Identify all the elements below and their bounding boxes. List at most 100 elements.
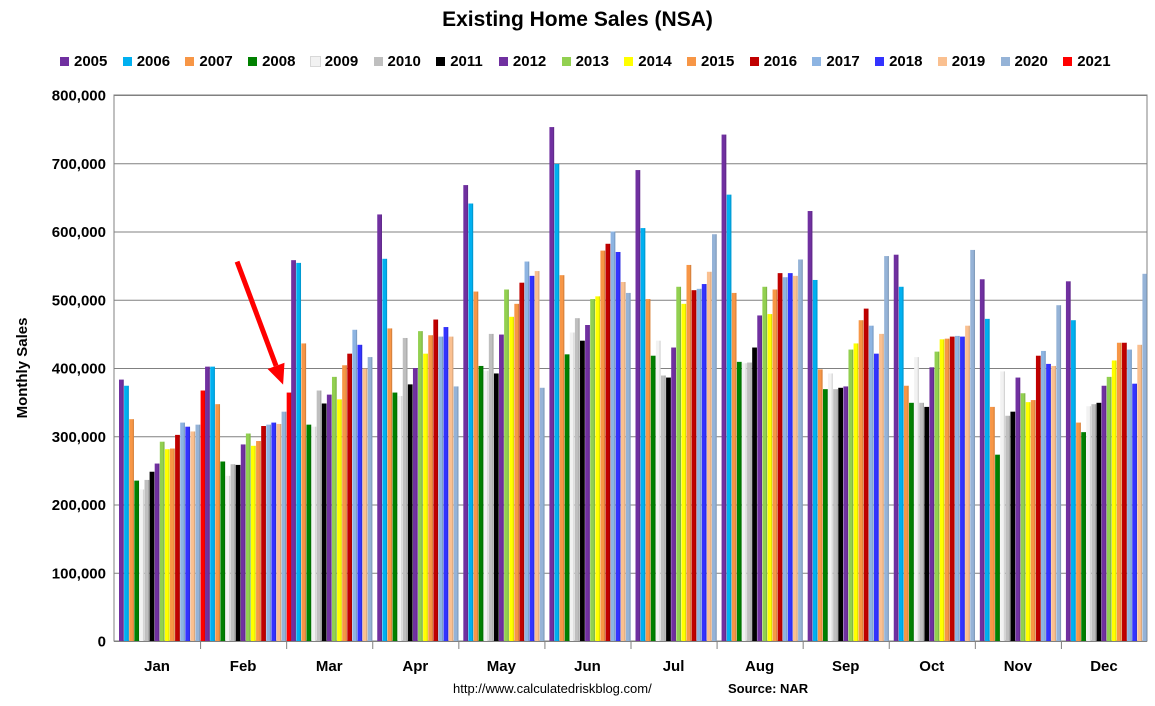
legend-item-2013: 2013 xyxy=(561,50,609,72)
bar-2009-Jun xyxy=(569,332,575,641)
bar-shade xyxy=(168,449,170,641)
bar-2019-Jul xyxy=(706,271,712,641)
bar-2019-Feb xyxy=(276,423,282,641)
legend-swatch xyxy=(373,56,383,66)
legend-item-2008: 2008 xyxy=(248,50,295,72)
bar-shade xyxy=(1115,360,1117,641)
bar-shade xyxy=(760,315,763,641)
bar-shade xyxy=(938,351,940,641)
bar-shade xyxy=(750,362,752,641)
bar-shade xyxy=(122,379,124,641)
legend-label: 2021 xyxy=(1077,52,1111,70)
bar-shade xyxy=(953,336,955,641)
bar-2018-Feb xyxy=(271,422,277,641)
x-tick-label: Dec xyxy=(1090,658,1118,675)
bar-2014-Dec xyxy=(1111,360,1117,641)
bar-2014-Nov xyxy=(1025,402,1031,642)
bar-shade xyxy=(639,170,641,641)
bar-shade xyxy=(679,286,682,641)
bar-2018-Sep xyxy=(873,353,879,641)
bar-shade xyxy=(1069,281,1071,641)
bar-shade xyxy=(471,203,474,641)
bar-2018-Oct xyxy=(960,336,965,641)
bar-shade xyxy=(649,299,651,641)
bar-2010-Dec xyxy=(1091,404,1097,641)
bar-shade xyxy=(497,373,499,641)
bar-shade xyxy=(568,354,570,641)
arrow-head xyxy=(267,362,285,385)
bar-shade xyxy=(973,249,975,641)
bar-shade xyxy=(1039,355,1041,641)
bar-2012-Aug xyxy=(757,315,763,641)
bar-shade xyxy=(771,314,773,641)
legend-swatch xyxy=(498,56,508,66)
legend-item-2020: 2020 xyxy=(1000,50,1048,72)
bar-2015-Oct xyxy=(944,338,950,641)
bar-2017-May xyxy=(524,261,530,641)
bar-2008-Dec xyxy=(1081,432,1086,641)
bar-2013-Jan xyxy=(159,441,165,641)
bar-2012-Jun xyxy=(585,325,590,641)
bar-shade xyxy=(1145,273,1148,641)
bar-2011-May xyxy=(493,373,499,641)
bar-shade xyxy=(1049,363,1051,641)
bar-2008-Feb xyxy=(220,461,226,641)
bar-2007-Jun xyxy=(559,275,565,641)
bar-2014-Jun xyxy=(595,296,601,641)
legend: 2005 2006 2007 2008 2009 2010 2011 2012 2013 2014… xyxy=(60,50,1140,72)
bar-2005-Mar xyxy=(291,260,296,641)
bar-2013-Jul xyxy=(676,286,682,641)
bar-shade xyxy=(1100,402,1102,641)
bar-2019-Mar xyxy=(362,368,368,641)
x-tick-label: Nov xyxy=(1004,658,1033,675)
bar-shade xyxy=(249,433,251,641)
bar-2010-Jun xyxy=(574,318,580,641)
bar-2015-Apr xyxy=(428,335,433,641)
y-axis-title: Monthly Sales xyxy=(14,318,31,419)
bar-2010-Feb xyxy=(230,464,236,641)
bar-shade xyxy=(264,426,266,641)
bar-2011-Nov xyxy=(1010,411,1016,641)
bar-2006-Jul xyxy=(640,228,646,641)
bar-shade xyxy=(745,363,747,641)
bar-2009-Jan xyxy=(139,489,145,641)
source-label: Source: NAR xyxy=(728,681,809,696)
bar-shade xyxy=(223,461,226,641)
bar-2017-Dec xyxy=(1127,349,1132,641)
bar-shade xyxy=(882,333,884,642)
bar-2018-May xyxy=(529,275,535,641)
legend-label: 2013 xyxy=(575,52,609,70)
bar-shade xyxy=(917,357,919,641)
bar-shade xyxy=(345,365,347,641)
bar-2015-Feb xyxy=(256,441,261,641)
bar-2016-May xyxy=(519,282,525,641)
bar-shade xyxy=(299,262,302,641)
bar-shade xyxy=(406,337,408,641)
bar-2007-Mar xyxy=(301,343,307,641)
bar-shade xyxy=(401,395,403,641)
legend-swatch xyxy=(122,56,132,66)
bar-shade xyxy=(315,426,317,641)
bar-2007-Dec xyxy=(1076,422,1081,641)
bar-2007-Oct xyxy=(903,385,909,641)
x-tick-label: Oct xyxy=(919,658,944,675)
bar-shade xyxy=(831,373,833,641)
bar-shade xyxy=(821,369,823,641)
bar-2008-Nov xyxy=(995,454,1000,641)
bar-shade xyxy=(199,424,201,641)
source-url[interactable]: http://www.calculatedriskblog.com/ xyxy=(453,681,652,696)
bar-2010-Aug xyxy=(747,362,752,641)
bar-shade xyxy=(558,163,560,641)
bar-shade xyxy=(355,329,358,641)
bar-2015-Nov xyxy=(1030,400,1036,641)
bar-shade xyxy=(163,441,165,641)
bar-2010-Jan xyxy=(144,479,150,641)
bar-2007-Nov xyxy=(990,406,995,641)
legend-label: 2017 xyxy=(826,52,860,70)
bar-shade xyxy=(396,392,398,641)
bar-shade xyxy=(619,251,621,641)
bar-shade xyxy=(902,286,904,641)
legend-item-2010: 2010 xyxy=(373,50,421,72)
bar-2007-Feb xyxy=(215,404,221,641)
bar-2016-Jun xyxy=(605,243,611,641)
